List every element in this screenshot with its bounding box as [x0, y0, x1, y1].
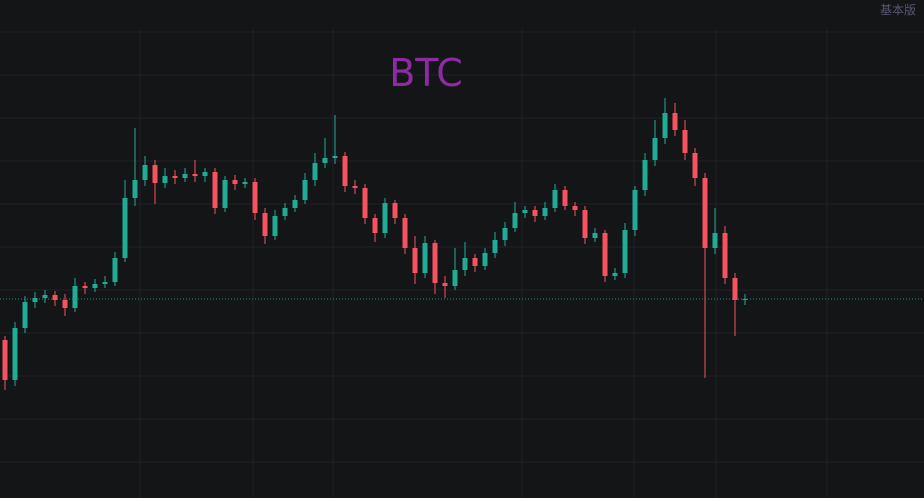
candle-body — [662, 113, 668, 138]
candle-body — [202, 172, 208, 176]
candle-body — [162, 176, 168, 183]
candle-body — [512, 213, 518, 228]
candle-body — [212, 172, 218, 208]
candle-body — [482, 253, 488, 266]
candle-body — [252, 182, 258, 213]
candle-body — [402, 218, 408, 248]
candle-body — [602, 233, 608, 276]
candle-body — [632, 190, 638, 230]
candle-body — [692, 153, 698, 178]
candle-body — [352, 186, 358, 188]
candle-body — [222, 180, 228, 208]
candle-body — [12, 328, 18, 380]
candle-body — [342, 156, 348, 186]
candle-body — [492, 240, 498, 253]
candle-body — [742, 299, 748, 300]
candle-body — [712, 233, 718, 248]
candle-body — [32, 298, 38, 302]
watermark-title: BTC — [389, 51, 463, 95]
candle-body — [422, 243, 428, 273]
version-label[interactable]: 基本版 — [880, 3, 916, 17]
candle-body — [272, 216, 278, 236]
candle-body — [182, 174, 188, 178]
candle-body — [472, 258, 478, 266]
candle-body — [372, 218, 378, 233]
candle-body — [62, 300, 68, 308]
candle-body — [72, 286, 78, 308]
candle-body — [152, 165, 158, 183]
candle-body — [672, 113, 678, 130]
candle-body — [612, 273, 618, 276]
candle-body — [502, 228, 508, 240]
grid — [0, 28, 924, 498]
candle-body — [82, 286, 88, 288]
candle-body — [192, 174, 198, 176]
candle-body — [282, 208, 288, 216]
candle-body — [682, 130, 688, 153]
candle-body — [722, 233, 728, 278]
candle-body — [322, 158, 328, 163]
candle-body — [172, 176, 178, 178]
candle-body — [532, 210, 538, 216]
candle-body — [102, 282, 108, 284]
candle-body — [582, 210, 588, 238]
candle-body — [42, 295, 48, 298]
candle-body — [732, 278, 738, 300]
candle-body — [2, 340, 8, 380]
candle-body — [552, 190, 558, 208]
candle-body — [262, 213, 268, 236]
candle-body — [642, 160, 648, 190]
candle-body — [392, 203, 398, 218]
candle-body — [412, 248, 418, 273]
candle-body — [542, 208, 548, 216]
candle-body — [362, 188, 368, 218]
candle-body — [702, 178, 708, 248]
candle-body — [302, 180, 308, 200]
candle-body — [562, 190, 568, 206]
candle-body — [442, 283, 448, 286]
candle-body — [452, 270, 458, 286]
candle-body — [312, 163, 318, 180]
candle-body — [232, 180, 238, 184]
candle-body — [572, 206, 578, 210]
candle-body — [52, 295, 58, 300]
candle-body — [112, 258, 118, 282]
candle-body — [332, 156, 338, 158]
candle-body — [522, 210, 528, 213]
candle-body — [652, 138, 658, 160]
candle-body — [382, 203, 388, 233]
candle-body — [592, 233, 598, 238]
candle-body — [462, 258, 468, 270]
candle-body — [622, 230, 628, 273]
candle-body — [122, 198, 128, 258]
candle-body — [142, 165, 148, 180]
candle-body — [92, 284, 98, 288]
candle-body — [22, 302, 28, 328]
candle-body — [242, 182, 248, 184]
candle-body — [432, 243, 438, 283]
candle-body — [132, 180, 138, 198]
candle-body — [292, 200, 298, 208]
